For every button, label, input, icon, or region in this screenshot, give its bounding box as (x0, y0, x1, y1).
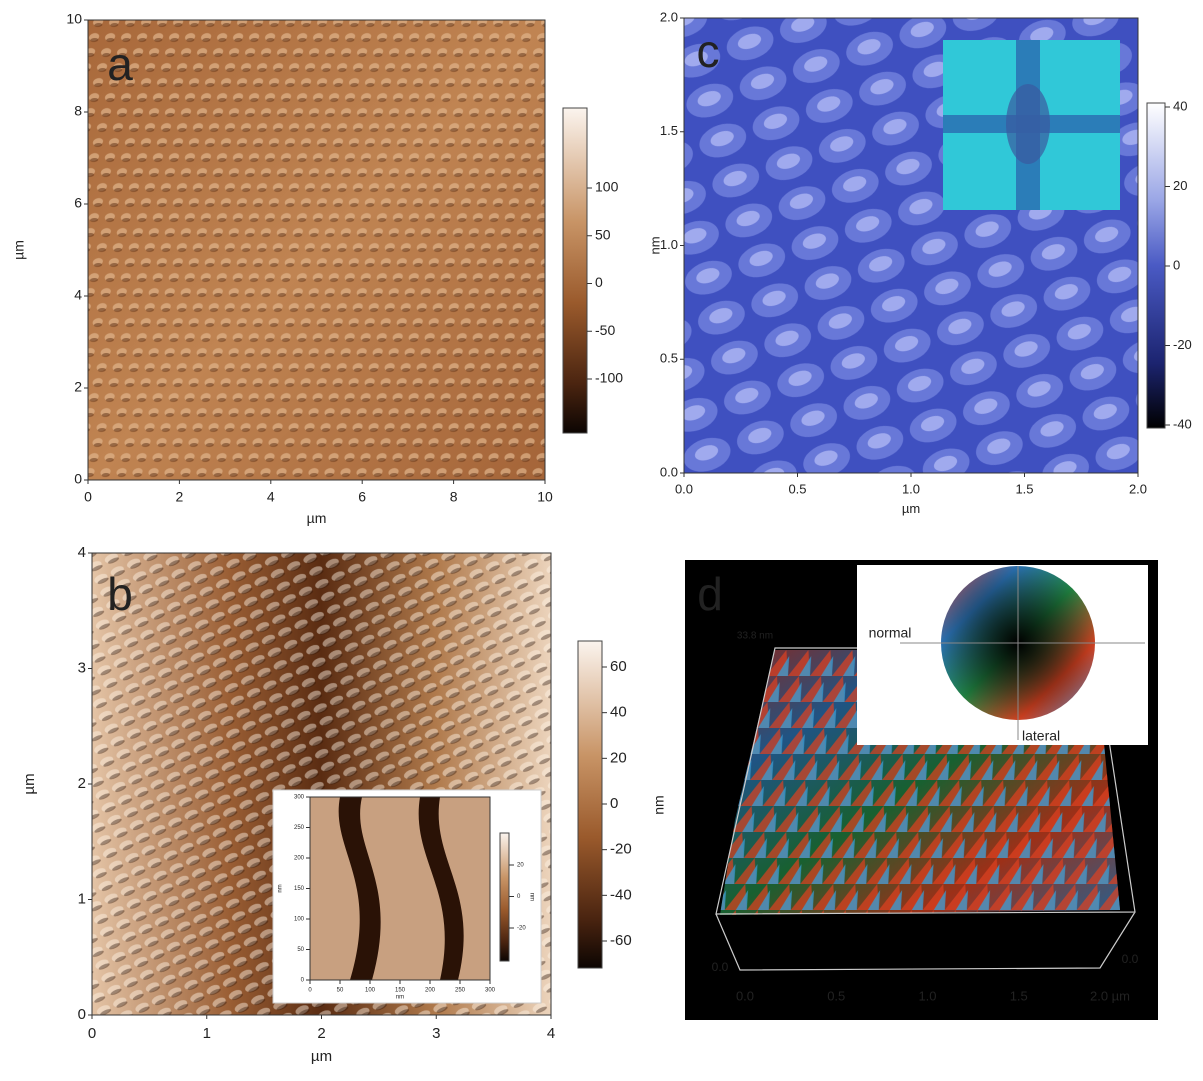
x-tick-label: 300 (485, 988, 496, 994)
y-tick-label: 50 (297, 947, 304, 953)
legend-label: normal (869, 625, 912, 641)
y-tick-label: 150 (294, 886, 305, 892)
images (88, 18, 1165, 1020)
x-tick-label: 3 (432, 1025, 440, 1042)
y-tick-label: 3 (78, 659, 86, 676)
y-tick-label: 0 (78, 1006, 86, 1023)
figure: 02468100246810µmµm100500-50-100a01234012… (0, 0, 1203, 1076)
colorbar-tick-label: -100 (595, 370, 623, 386)
colorbar-tick-label: -60 (610, 932, 632, 949)
colorbar-tick-label: -20 (1173, 337, 1192, 352)
colorbar-tick-label: 20 (517, 863, 524, 869)
x-tick-label: 0 (84, 489, 92, 505)
x-tick-label: 4 (547, 1025, 555, 1042)
colorbar-tick-label: -20 (517, 926, 526, 932)
y-tick-label: 4 (74, 287, 82, 303)
y-tick-label: 8 (74, 103, 82, 119)
y-axis-title: µm (11, 240, 27, 260)
x-tick-label: 1.0 (918, 988, 936, 1003)
colorbar-tick-label: 60 (610, 658, 627, 675)
y-tick-label: 0.5 (660, 351, 678, 366)
y-tick-label: 250 (294, 825, 305, 831)
x-tick-label: 4 (267, 489, 275, 505)
y-axis-title: nm (651, 795, 667, 814)
x-axis-title: µm (311, 1048, 332, 1065)
colorbar-tick-label: 0 (1173, 257, 1180, 272)
x-tick-label: 100 (365, 988, 376, 994)
y-tick-label: 4 (78, 544, 86, 561)
colorbar-tick-label: -20 (610, 841, 632, 858)
y-tick-label: 1 (78, 890, 86, 907)
panel-label: a (107, 38, 133, 90)
legend-label: lateral (1022, 728, 1060, 744)
x-tick-label: 200 (425, 988, 436, 994)
x-tick-label: 2.0 µm (1090, 988, 1130, 1003)
x-tick-label: 2 (317, 1025, 325, 1042)
x-tick-label: 0.5 (788, 481, 806, 496)
x-tick-label: 0.5 (827, 988, 845, 1003)
right-tick: 0.0 (1122, 952, 1139, 966)
panel-label: b (107, 568, 133, 620)
panel-label: d (697, 568, 723, 620)
x-tick-label: 150 (395, 988, 406, 994)
x-tick-label: 250 (455, 988, 466, 994)
colorbar-tick-label: 20 (1173, 178, 1187, 193)
x-axis-title: nm (396, 994, 404, 1000)
colorbar-tick-label: 0 (610, 795, 618, 812)
colorbar-title: nm (528, 893, 534, 901)
left-tick: 0.0 (712, 960, 729, 974)
colorbar-tick-label: 100 (595, 179, 619, 195)
colorbar-tick-label: 0 (595, 274, 603, 290)
fft-center (1006, 84, 1050, 164)
x-tick-label: 1.5 (1015, 481, 1033, 496)
x-tick-label: 1.0 (902, 481, 920, 496)
y-tick-label: 2 (74, 379, 82, 395)
x-tick-label: 1 (203, 1025, 211, 1042)
x-tick-label: 8 (450, 489, 458, 505)
x-tick-label: 0.0 (675, 481, 693, 496)
y-axis-title: µm (21, 773, 38, 794)
x-tick-label: 2.0 (1129, 481, 1147, 496)
x-tick-label: 50 (337, 988, 344, 994)
panel-label: c (697, 25, 720, 77)
z-max-label: 33.8 nm (737, 631, 773, 642)
colorbar-tick-label: 40 (1173, 98, 1187, 113)
y-tick-label: 10 (66, 11, 82, 27)
afm-texture-a (88, 20, 545, 480)
y-tick-label: 1.0 (660, 237, 678, 252)
y-tick-label: 6 (74, 195, 82, 211)
x-tick-label: 1.5 (1010, 988, 1028, 1003)
y-tick-label: 0 (74, 471, 82, 487)
x-tick-label: 10 (537, 489, 553, 505)
colorbar-tick-label: 40 (610, 704, 627, 721)
x-tick-label: 0 (88, 1025, 96, 1042)
inset-image (310, 797, 490, 980)
y-tick-label: 1.5 (660, 123, 678, 138)
y-tick-label: 2 (78, 775, 86, 792)
x-tick-label: 6 (358, 489, 366, 505)
colorbar-tick-label: -50 (595, 322, 615, 338)
x-tick-label: 0.0 (736, 988, 754, 1003)
y-tick-label: 0.0 (660, 464, 678, 479)
y-tick-label: 100 (294, 917, 305, 923)
colorbar-c (1147, 103, 1165, 428)
x-tick-label: 2 (176, 489, 184, 505)
y-tick-label: 300 (294, 795, 305, 801)
x-axis-title: µm (307, 510, 327, 526)
colorbar-tick-label: -40 (1173, 416, 1192, 431)
colorbar-b (578, 641, 602, 968)
colorbar-tick-label: 50 (595, 226, 611, 242)
y-axis-title: nm (278, 884, 284, 892)
inset-colorbar (500, 833, 509, 961)
colorbar-a (563, 108, 587, 433)
colorbar-tick-label: 20 (610, 749, 627, 766)
x-axis-title: µm (902, 501, 920, 516)
y-axis-title: nm (647, 236, 662, 254)
y-tick-label: 200 (294, 856, 305, 862)
colorbar-tick-label: -40 (610, 886, 632, 903)
y-tick-label: 2.0 (660, 9, 678, 24)
